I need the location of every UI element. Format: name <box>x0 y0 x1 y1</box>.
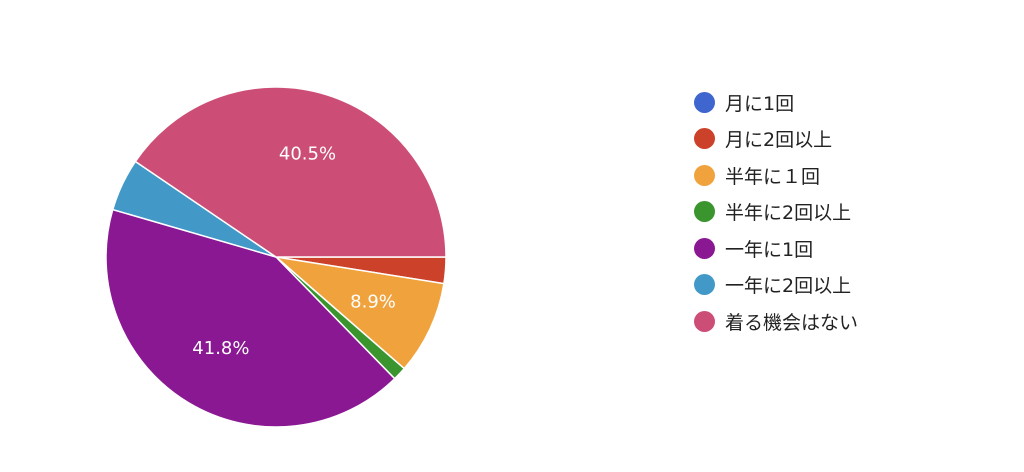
pie-slice-2[interactable] <box>273 255 445 370</box>
legend-label-2: 半年に１回 <box>725 165 821 188</box>
legend-swatch-2 <box>694 164 715 186</box>
legend-label-6: 着る機会はない <box>725 311 859 334</box>
legend-swatch-5 <box>694 274 715 296</box>
slice-label-4: 41.8% <box>192 338 249 359</box>
pie-slice-6[interactable] <box>134 86 447 258</box>
legend-item-5[interactable]: 一年に2回以上 <box>694 267 858 304</box>
legend-label-5: 一年に2回以上 <box>725 275 852 298</box>
legend-label-1: 月に2回以上 <box>725 129 833 152</box>
legend-item-1[interactable]: 月に2回以上 <box>694 121 858 158</box>
legend-label-0: 月に1回 <box>725 92 795 115</box>
legend-swatch-1 <box>694 128 715 150</box>
legend: 月に1回月に2回以上 半年に１回半年に2回以上 一年に1回一年に2回以上 着る機会はな… <box>694 84 858 340</box>
legend-label-3: 半年に2回以上 <box>725 202 852 225</box>
legend-item-2[interactable]: 半年に１回 <box>694 157 858 194</box>
legend-swatch-6 <box>694 310 715 332</box>
legend-label-4: 一年に1回 <box>725 238 814 261</box>
legend-swatch-4 <box>694 237 715 259</box>
legend-item-4[interactable]: 一年に1回 <box>694 230 858 267</box>
pie-slice-4[interactable] <box>105 208 396 428</box>
legend-swatch-3 <box>694 201 715 223</box>
legend-swatch-0 <box>694 91 715 113</box>
legend-item-0[interactable]: 月に1回 <box>694 84 858 121</box>
slice-label-6: 40.5% <box>279 144 336 165</box>
slice-label-2: 8.9% <box>350 291 396 312</box>
pie-chart: 8.9% 41.8% 40.5% <box>105 86 447 428</box>
legend-item-6[interactable]: 着る機会はない <box>694 303 858 340</box>
legend-item-3[interactable]: 半年に2回以上 <box>694 194 858 231</box>
